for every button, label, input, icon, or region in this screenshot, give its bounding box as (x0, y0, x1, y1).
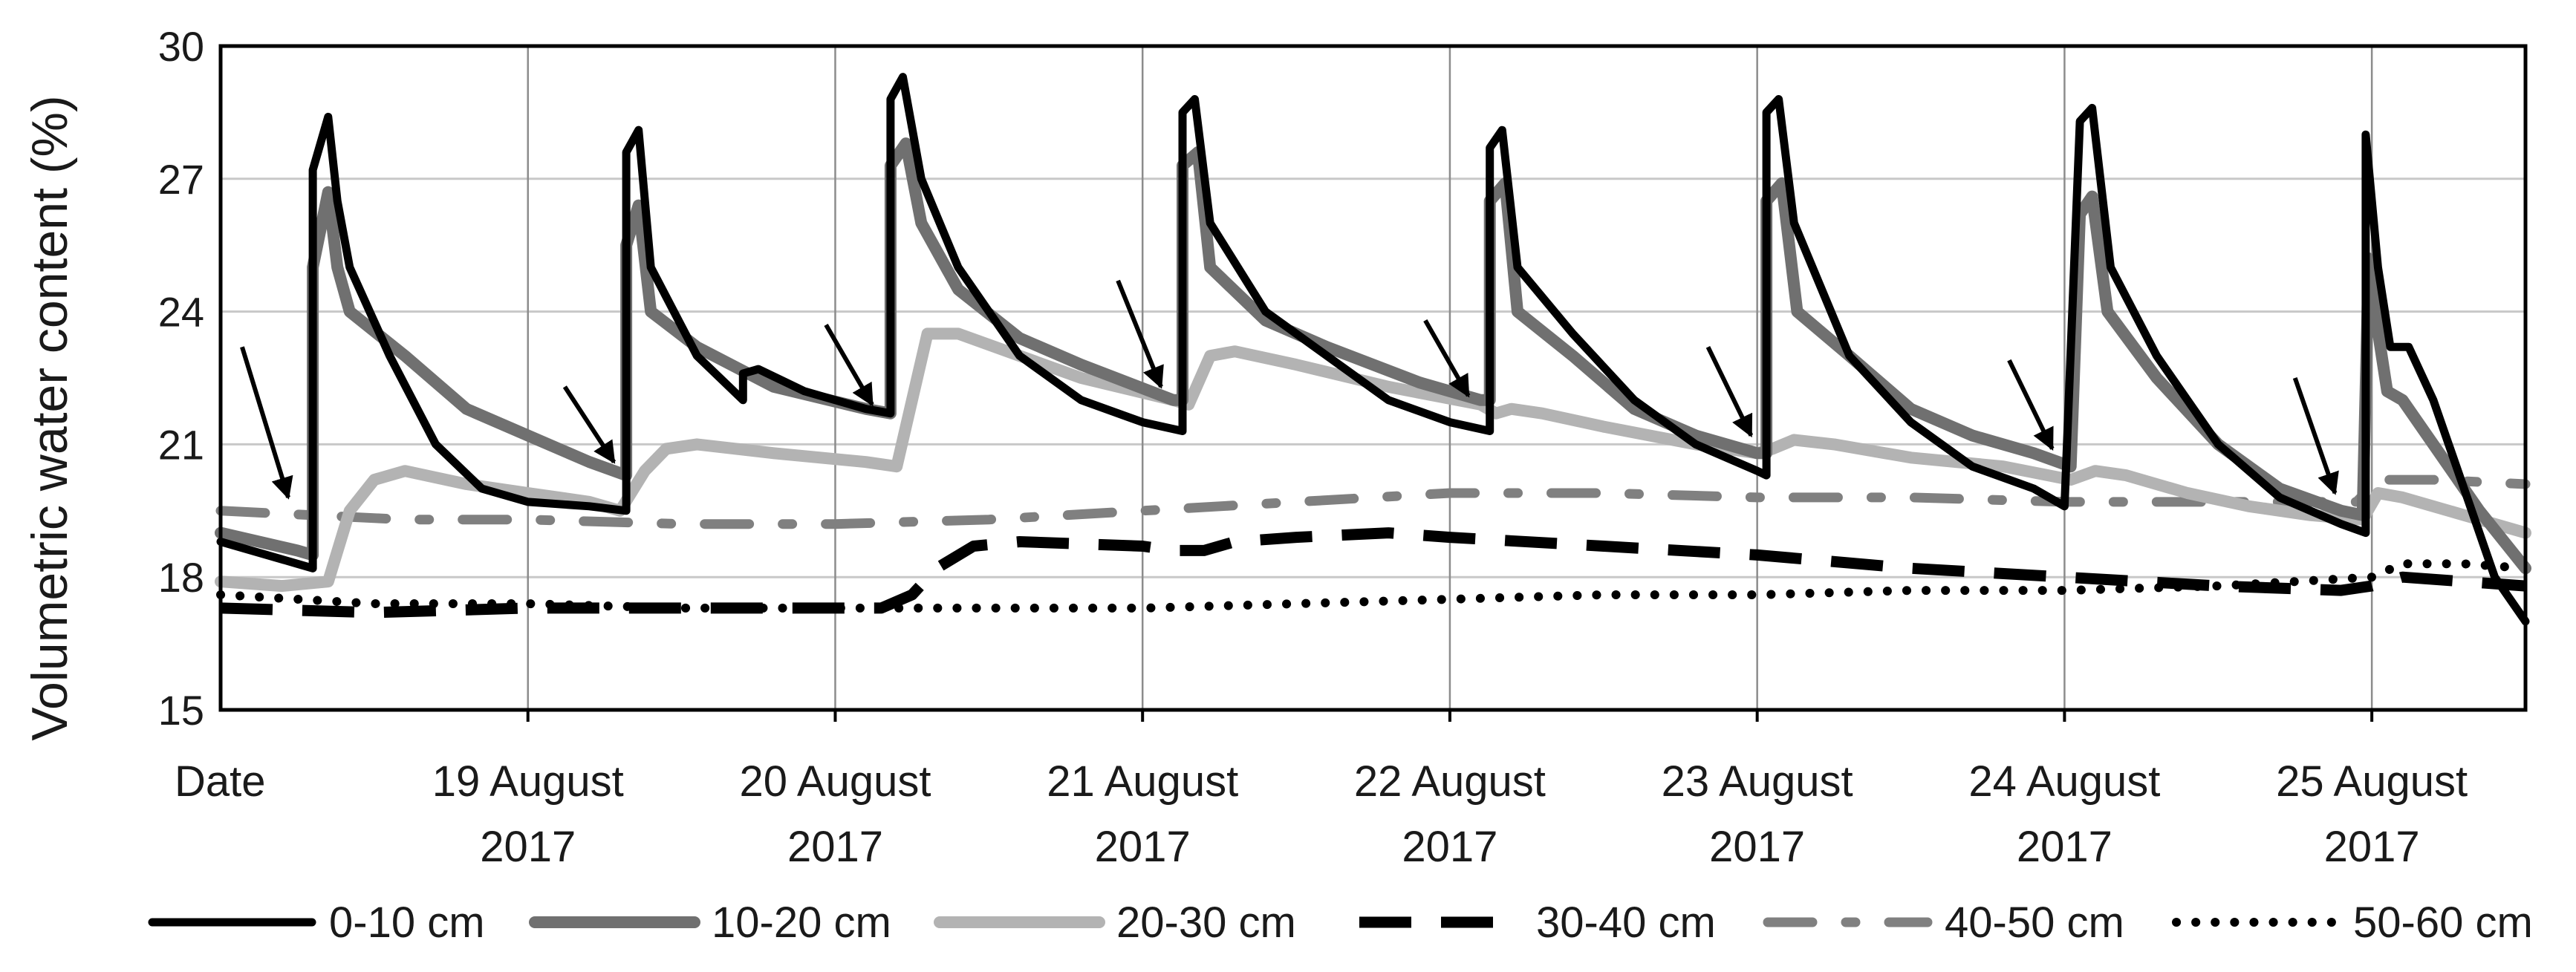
annotation-arrow (1705, 345, 1754, 438)
y-tick-label: 30 (158, 23, 204, 70)
x-tick-label-line2: 2017 (1402, 823, 1497, 871)
x-tick-label-line2: 2017 (1709, 823, 1805, 871)
series-line-20-30-cm (215, 327, 2531, 593)
annotation-layer (240, 279, 2339, 500)
x-tick-label-line2: 2017 (2324, 823, 2420, 871)
x-tick-label-line1: 19 August (432, 757, 624, 806)
annotation-arrow (562, 385, 617, 464)
x-tick-label-line2: 2017 (480, 823, 576, 871)
series-layer (215, 73, 2531, 626)
y-tick-label: 15 (158, 687, 204, 734)
x-tick-label-line1: 20 August (739, 757, 931, 806)
x-tick-label-line2: 2017 (787, 823, 883, 871)
legend-label: 0-10 cm (329, 898, 485, 947)
x-tick-label-line1: 23 August (1662, 757, 1853, 806)
annotation-arrow (2292, 377, 2339, 495)
series-line-30-40-cm (220, 527, 2526, 619)
x-axis-title: Date (175, 757, 266, 806)
y-tick-label: 27 (158, 156, 204, 203)
series-line-0-10-cm (216, 73, 2530, 626)
x-tick-label-line2: 2017 (1095, 823, 1191, 871)
y-tick-label: 18 (158, 554, 204, 601)
annotation-arrow (240, 346, 293, 500)
y-tick-label: 21 (158, 421, 204, 468)
legend-label: 10-20 cm (712, 898, 891, 947)
legend-label: 30-40 cm (1536, 898, 1716, 947)
legend-label: 50-60 cm (2353, 898, 2533, 947)
annotation-arrow (2007, 359, 2055, 451)
legend-label: 40-50 cm (1945, 898, 2124, 947)
legend: 0-10 cm 10-20 cm 20-30 cm 30-40 cm 40-50 cm 5… (148, 898, 2533, 947)
axes: Volumetric water content (%) Date 15 18 21… (22, 23, 2528, 871)
annotation-arrow (824, 323, 874, 407)
x-tick-label-line1: 21 August (1047, 757, 1238, 806)
y-tick-label: 24 (158, 289, 204, 336)
x-tick-label-line2: 2017 (2017, 823, 2112, 871)
y-axis-title: Volumetric water content (%) (22, 95, 78, 740)
legend-label: 20-30 cm (1116, 898, 1296, 947)
x-tick-label-line1: 25 August (2276, 757, 2468, 806)
series-line-40-50-cm (215, 474, 2531, 529)
annotation-arrow (1116, 279, 1164, 389)
plot-area-border (218, 44, 2528, 712)
x-tick-label-line1: 22 August (1354, 757, 1546, 806)
x-tick-label-line1: 24 August (1968, 757, 2160, 806)
annotation-arrow (1423, 319, 1471, 398)
